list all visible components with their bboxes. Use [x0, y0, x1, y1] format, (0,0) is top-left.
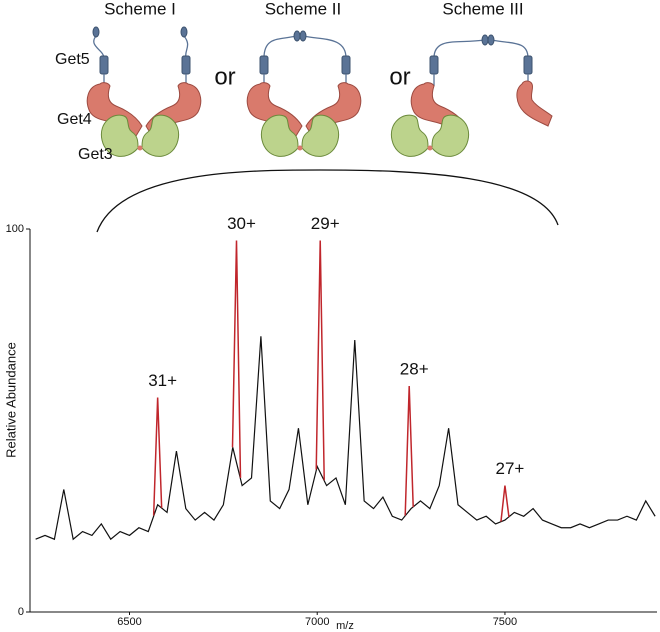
peak	[500, 485, 510, 522]
get3	[260, 114, 340, 157]
peak-label: 28+	[400, 360, 429, 379]
peak-label: 29+	[311, 214, 340, 233]
scheme-diagram	[246, 30, 362, 157]
peak	[152, 397, 163, 516]
scheme-diagram	[390, 34, 553, 157]
peak	[315, 240, 325, 481]
protein-label: Get5	[55, 51, 90, 68]
x-axis-label: m/z	[336, 620, 354, 632]
connector: or	[389, 63, 410, 90]
bracket	[96, 169, 559, 233]
scheme-label: Scheme II	[265, 0, 342, 18]
scheme-label: Scheme III	[442, 0, 523, 18]
y-tick-label: 0	[18, 606, 24, 618]
protein-label: Get3	[78, 146, 113, 163]
y-tick-label: 100	[6, 223, 24, 235]
x-tick-label: 6500	[117, 616, 141, 628]
protein-label: Get4	[57, 111, 92, 128]
scheme-label: Scheme I	[104, 0, 176, 18]
peak-label: 31+	[148, 371, 177, 390]
spectrum-line	[35, 336, 656, 541]
get3	[100, 114, 180, 157]
peak	[404, 386, 414, 516]
x-tick-label: 7000	[305, 616, 329, 628]
scheme-diagram	[86, 26, 202, 157]
peak-label: 30+	[227, 214, 256, 233]
get4	[516, 80, 553, 127]
peak-label: 27+	[496, 459, 525, 478]
peak	[231, 240, 242, 478]
connector: or	[214, 63, 235, 90]
x-tick-label: 7500	[493, 616, 517, 628]
y-axis-label: Relative Abundance	[3, 342, 18, 458]
